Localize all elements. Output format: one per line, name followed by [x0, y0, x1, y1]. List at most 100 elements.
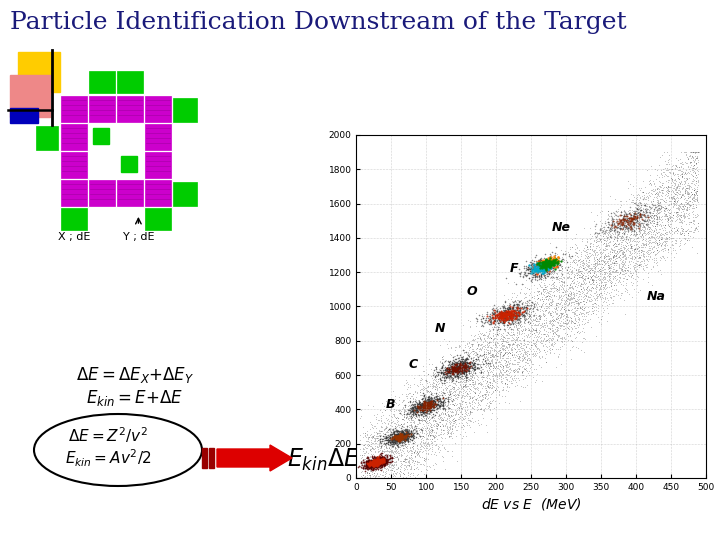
Point — [406, 403, 418, 411]
Point — [458, 359, 469, 367]
Point — [374, 466, 385, 475]
Point — [405, 401, 416, 410]
Point — [503, 311, 515, 320]
Point — [485, 334, 497, 343]
Point — [459, 378, 471, 387]
Point — [513, 305, 525, 314]
Point — [518, 335, 530, 344]
Point — [487, 335, 498, 343]
Point — [452, 362, 464, 370]
Point — [408, 401, 419, 409]
Point — [551, 269, 562, 278]
Point — [672, 183, 683, 191]
Point — [361, 441, 373, 450]
Point — [644, 202, 655, 211]
Point — [391, 435, 402, 443]
Point — [538, 259, 549, 268]
Point — [613, 227, 624, 235]
Point — [417, 405, 428, 414]
Point — [416, 405, 428, 414]
Point — [382, 447, 393, 455]
Point — [626, 215, 637, 224]
Point — [448, 391, 459, 400]
Point — [536, 261, 548, 270]
Point — [512, 333, 523, 341]
Point — [397, 430, 408, 439]
Point — [505, 325, 516, 334]
Point — [508, 328, 519, 336]
Point — [536, 277, 547, 286]
Point — [650, 212, 662, 221]
Point — [580, 240, 591, 249]
Point — [518, 364, 530, 373]
Point — [589, 299, 600, 308]
Point — [446, 363, 458, 372]
Point — [516, 356, 528, 365]
Point — [410, 449, 422, 457]
Point — [444, 387, 455, 396]
Point — [561, 258, 572, 266]
Point — [404, 430, 415, 439]
Point — [445, 404, 456, 413]
Point — [418, 392, 430, 401]
Point — [688, 199, 699, 208]
Point — [438, 396, 450, 404]
Point — [379, 456, 391, 465]
Point — [539, 261, 550, 270]
Point — [389, 392, 400, 400]
Point — [428, 369, 439, 378]
Point — [662, 178, 673, 186]
Point — [663, 209, 675, 218]
Point — [467, 360, 479, 369]
Point — [473, 379, 485, 387]
Point — [585, 284, 597, 293]
Point — [456, 418, 467, 427]
Point — [413, 396, 424, 405]
Point — [622, 241, 634, 249]
Point — [518, 269, 529, 278]
Point — [508, 306, 520, 315]
Point — [508, 312, 519, 320]
Point — [455, 368, 467, 376]
Point — [427, 410, 438, 418]
Point — [663, 167, 675, 176]
Point — [456, 366, 468, 374]
Point — [490, 363, 502, 372]
Point — [463, 359, 474, 367]
Point — [539, 262, 551, 271]
Point — [542, 257, 554, 266]
Point — [513, 363, 525, 372]
Point — [431, 396, 443, 404]
Point — [625, 227, 636, 236]
Point — [557, 283, 568, 292]
Point — [457, 380, 469, 388]
Point — [602, 261, 613, 269]
Point — [535, 253, 546, 262]
Point — [423, 399, 435, 408]
Point — [526, 266, 538, 274]
Point — [470, 322, 482, 330]
Point — [453, 370, 464, 379]
Point — [568, 289, 580, 298]
Point — [501, 312, 513, 321]
Point — [460, 382, 472, 390]
Point — [495, 317, 506, 326]
Point — [509, 365, 521, 374]
Point — [498, 345, 509, 353]
Point — [497, 301, 508, 310]
Point — [595, 281, 607, 290]
Point — [683, 151, 694, 160]
Point — [644, 179, 655, 188]
Point — [364, 460, 375, 468]
Point — [564, 292, 576, 300]
Point — [369, 455, 380, 464]
Point — [392, 436, 403, 445]
Point — [438, 379, 449, 388]
Point — [598, 283, 609, 292]
Point — [635, 210, 647, 219]
Point — [463, 362, 474, 370]
Point — [415, 395, 427, 404]
Point — [500, 349, 511, 357]
Point — [438, 355, 449, 364]
Point — [529, 266, 541, 274]
